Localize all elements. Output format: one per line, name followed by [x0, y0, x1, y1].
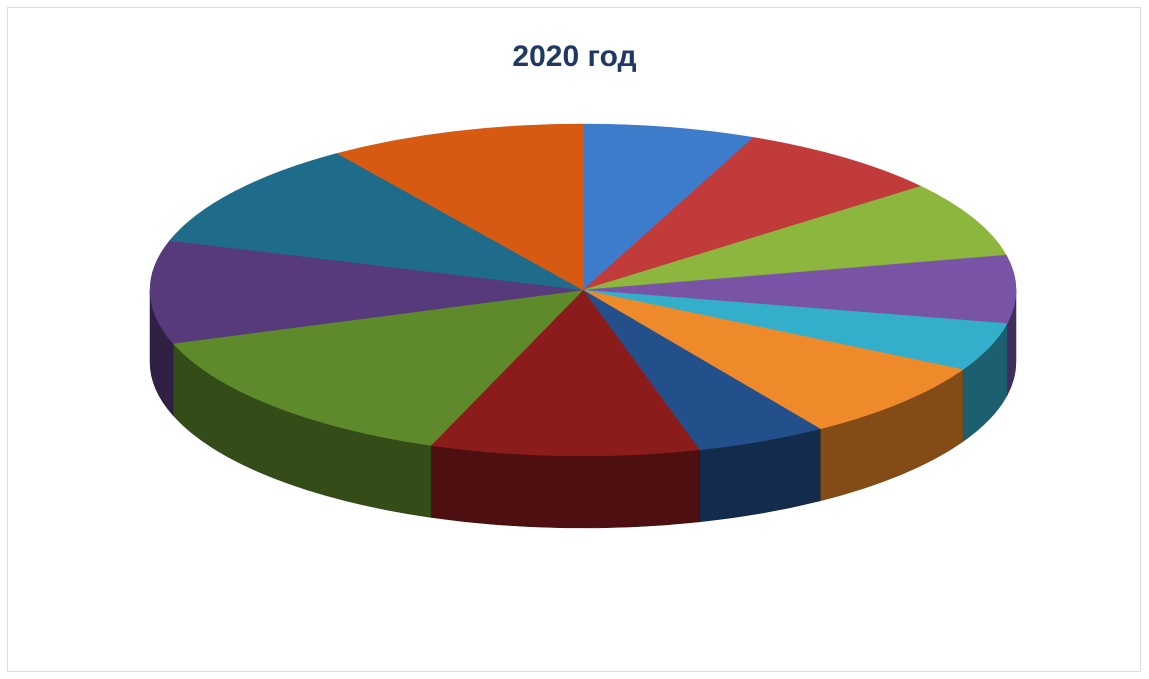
pie-slice-11 — [169, 153, 584, 291]
pie-slice-2 — [582, 137, 922, 291]
chart-title: 2020 год — [512, 40, 637, 73]
pie-tops — [149, 123, 1017, 457]
pie-slice-12 — [336, 123, 584, 291]
pie-slice-4 — [582, 254, 1017, 324]
pie-slice-1 — [582, 123, 754, 291]
pie-slice-8 — [430, 289, 700, 457]
pie-sides — [149, 289, 1017, 529]
pie-slice-9 — [172, 289, 584, 446]
pie-slice-6 — [582, 289, 964, 430]
pie-slice-side-8 — [430, 445, 700, 529]
pie-slice-3 — [582, 185, 1007, 291]
pie-slice-10 — [149, 240, 584, 344]
